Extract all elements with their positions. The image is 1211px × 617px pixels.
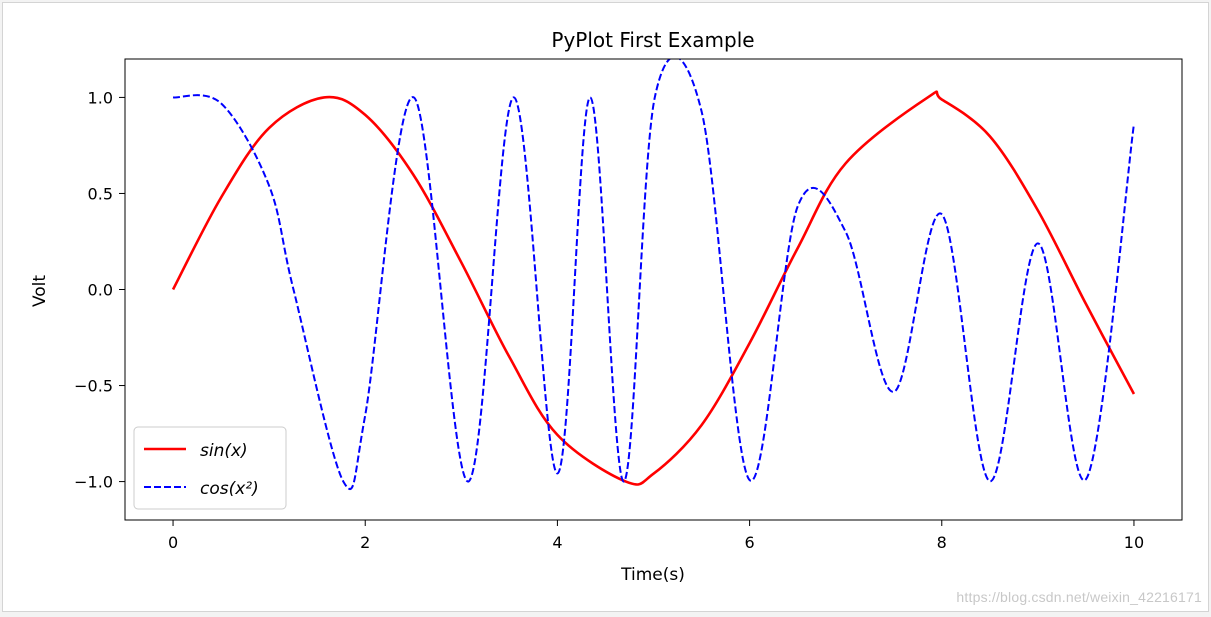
x-tick-label: 0 [168,533,178,552]
x-tick-label: 2 [360,533,370,552]
x-tick-label: 8 [937,533,947,552]
y-axis-label: Volt [30,275,50,307]
line-chart: PyPlot First Example 0 2 4 6 8 10 −1.0 −0.5 0.0… [30,28,1183,585]
x-tick-label: 10 [1124,533,1144,552]
watermark-text: https://blog.csdn.net/weixin_42216171 [956,589,1202,605]
y-tick-label: −1.0 [74,473,113,492]
series-layer [171,59,1136,490]
legend-label-sin: sin(x) [200,441,248,461]
series-line-1 [172,59,1135,490]
legend-box [133,426,287,510]
chart-title: PyPlot First Example [551,28,754,52]
x-axis-ticks: 0 2 4 6 8 10 [168,520,1144,552]
x-axis-label: Time(s) [620,565,685,585]
y-tick-label: 1.0 [88,88,113,107]
y-axis-ticks: −1.0 −0.5 0.0 0.5 1.0 [74,88,125,492]
series-line-0 [171,90,1136,486]
legend-label-cos: cos(x²) [200,479,259,499]
x-tick-label: 6 [744,533,754,552]
x-tick-label: 4 [552,533,562,552]
y-tick-label: −0.5 [74,377,113,396]
y-tick-label: 0.5 [88,184,113,203]
legend: sin(x) cos(x²) [133,426,287,510]
y-tick-label: 0.0 [88,281,113,300]
